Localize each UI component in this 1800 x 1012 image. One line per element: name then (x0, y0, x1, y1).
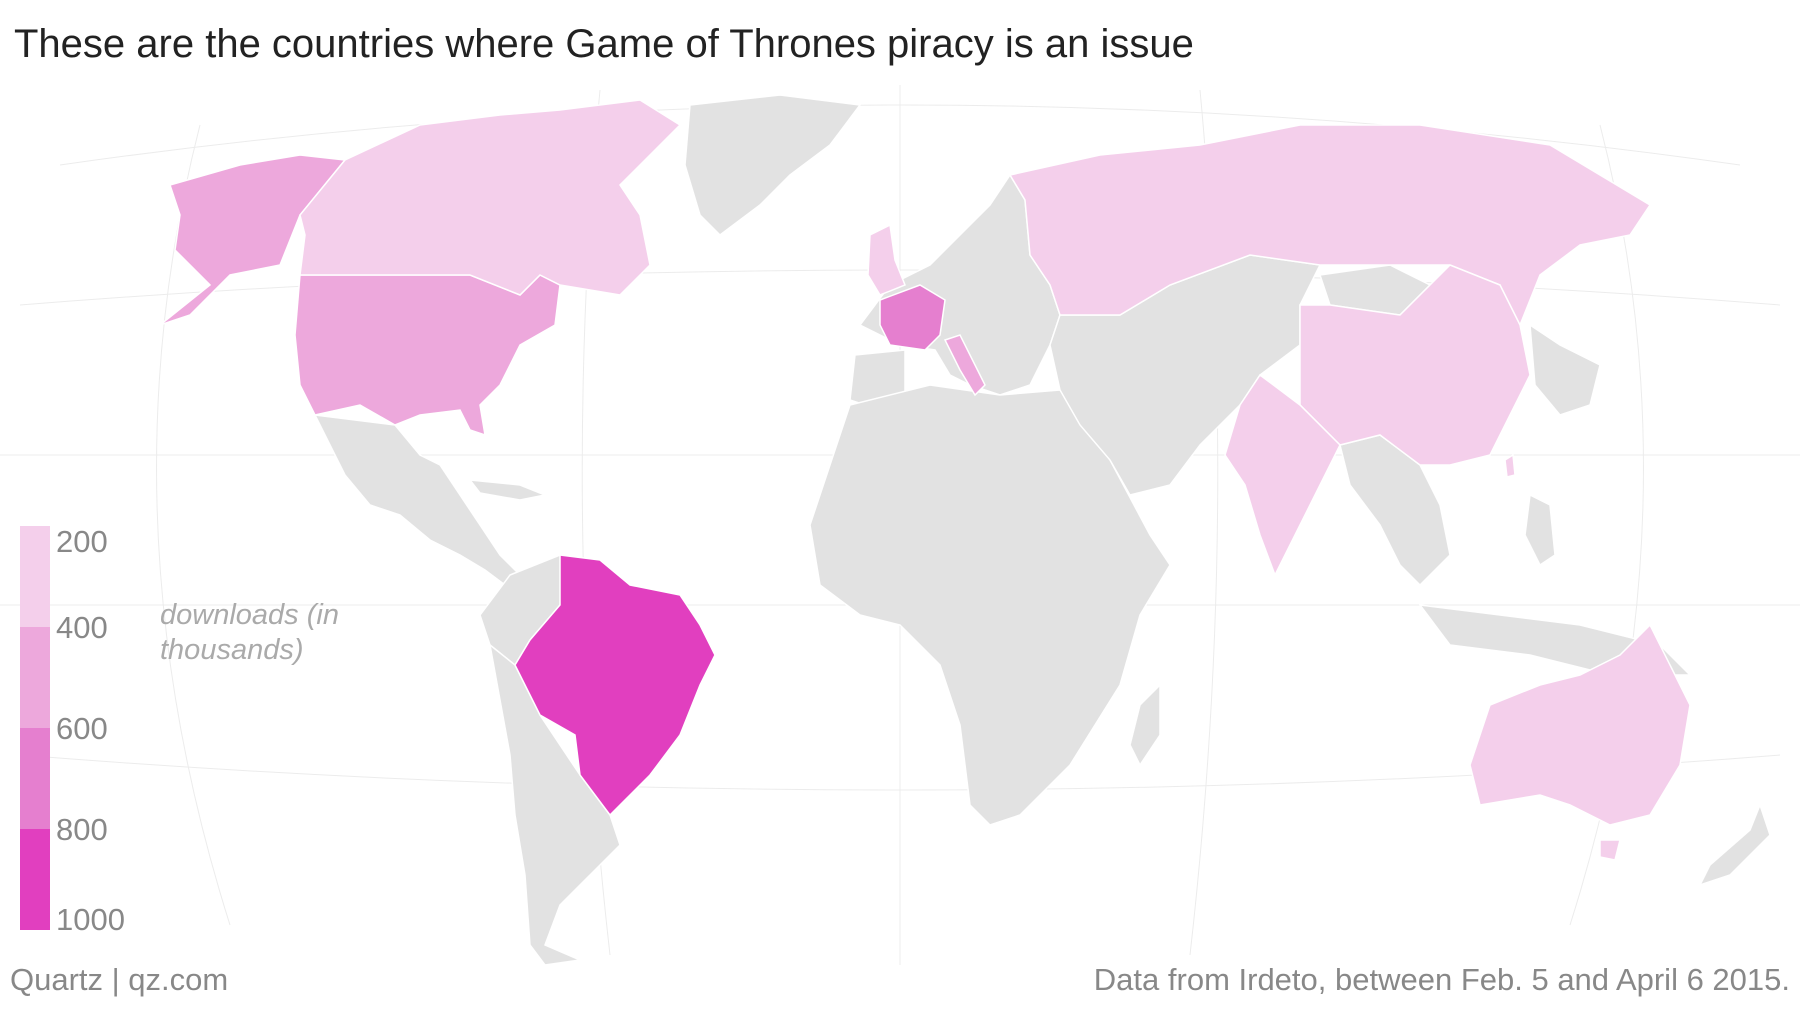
india-shape (1224, 373, 1341, 577)
australia-shape (1469, 623, 1691, 826)
new-zealand-shape (1698, 802, 1771, 887)
legend-swatch-600-800 (20, 728, 50, 829)
china-shape (1299, 264, 1531, 466)
france-shape (879, 284, 946, 351)
brazil-shape (514, 554, 716, 817)
japan-shape (1529, 323, 1601, 416)
greenland-shape (684, 94, 862, 236)
legend-swatch-200-400 (20, 526, 50, 627)
legend-label-600: 600 (56, 711, 108, 746)
uk-shape (867, 223, 906, 296)
legend-label-200: 200 (56, 524, 108, 559)
page-title: These are the countries where Game of Th… (14, 22, 1194, 66)
central-america-shape (313, 414, 522, 586)
legend-label-1000: 1000 (56, 902, 125, 937)
legend: 200 400 600 800 1000 (20, 526, 125, 935)
legend-swatch-400-600 (20, 627, 50, 728)
madagascar-shape (1129, 683, 1161, 767)
footer-source-note: Data from Irdeto, between Feb. 5 and Apr… (1093, 962, 1790, 997)
usa-shape (294, 274, 561, 437)
world-map (0, 85, 1800, 965)
legend-label-400: 400 (56, 610, 108, 645)
southern-south-america-shape (488, 643, 621, 965)
legend-swatch-800-1000 (20, 829, 50, 930)
italy-shape (943, 334, 986, 397)
legend-title: downloads (in thousands) (160, 599, 339, 666)
legend-label-800: 800 (56, 812, 108, 847)
footer-brand: Quartz | qz.com (10, 962, 229, 997)
caribbean-shape (468, 479, 548, 501)
highlighted-countries (159, 99, 1691, 861)
alaska-shape (159, 154, 347, 326)
tasmania-shape (1599, 839, 1621, 861)
canada-shape (299, 99, 682, 296)
philippines-shape (1524, 493, 1556, 567)
taiwan-shape (1504, 453, 1516, 478)
